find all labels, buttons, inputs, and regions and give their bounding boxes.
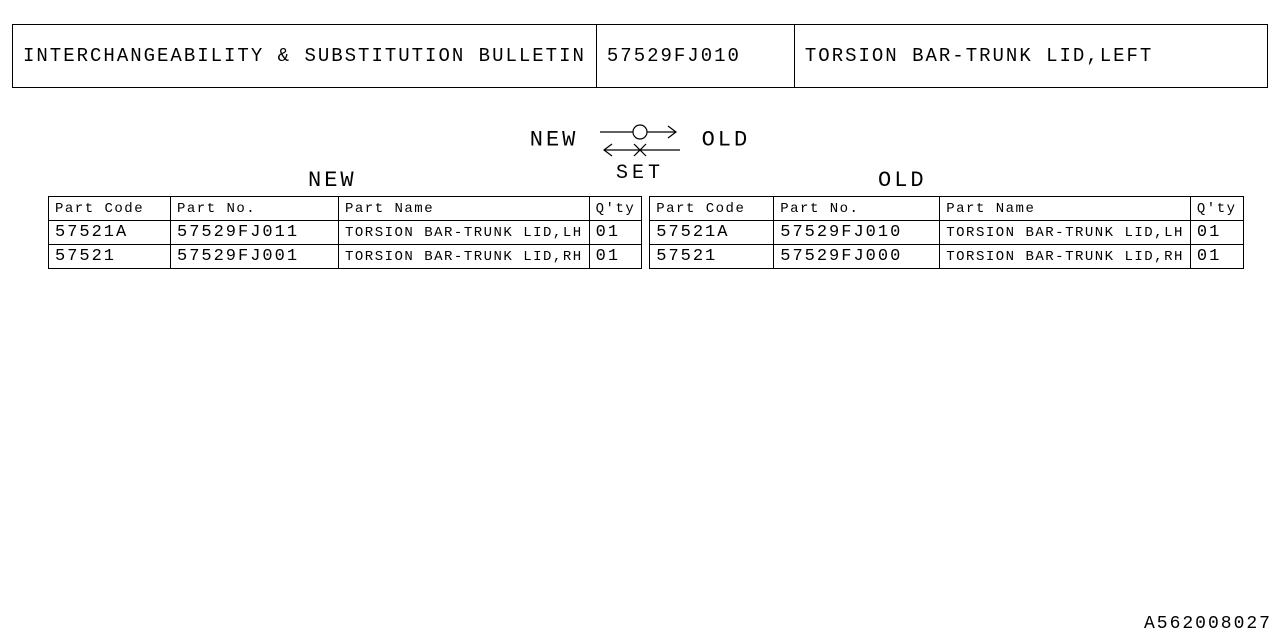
header-table: INTERCHANGEABILITY & SUBSTITUTION BULLET… [12,24,1268,88]
parts-table: Part Code Part No. Part Name Q'ty Part C… [48,196,1244,269]
footer-code: A562008027 [1144,614,1272,634]
col-part-code-old: Part Code [650,197,774,221]
table-header-row: Part Code Part No. Part Name Q'ty Part C… [49,197,1244,221]
header-part-name: TORSION BAR-TRUNK LID,LEFT [794,25,1267,88]
header-part-no: 57529FJ010 [596,25,794,88]
section-old-label: OLD [878,168,927,193]
col-part-no-new: Part No. [171,197,339,221]
col-part-name-old: Part Name [940,197,1191,221]
cell-code: 57521A [49,221,171,245]
cell-no: 57529FJ011 [171,221,339,245]
cell-name: TORSION BAR-TRUNK LID,RH [940,245,1191,269]
col-part-name-new: Part Name [339,197,590,221]
symbol-old-label: OLD [702,128,751,153]
cell-no: 57529FJ010 [774,221,940,245]
table-gap [642,245,650,269]
col-qty-new: Q'ty [589,197,642,221]
symbol-set-label: SET [0,162,1280,185]
cell-no: 57529FJ000 [774,245,940,269]
cell-code: 57521A [650,221,774,245]
cell-qty: 01 [589,221,642,245]
table-row: 57521 57529FJ001 TORSION BAR-TRUNK LID,R… [49,245,1244,269]
cell-code: 57521 [49,245,171,269]
col-part-no-old: Part No. [774,197,940,221]
col-qty-old: Q'ty [1190,197,1243,221]
cell-no: 57529FJ001 [171,245,339,269]
cell-name: TORSION BAR-TRUNK LID,LH [339,221,590,245]
header-title: INTERCHANGEABILITY & SUBSTITUTION BULLET… [13,25,597,88]
cell-qty: 01 [1190,245,1243,269]
table-gap [642,221,650,245]
cell-code: 57521 [650,245,774,269]
interchange-arrows-icon [596,120,684,160]
cell-qty: 01 [1190,221,1243,245]
symbol-new-label: NEW [530,128,579,153]
cell-name: TORSION BAR-TRUNK LID,RH [339,245,590,269]
section-new-label: NEW [308,168,357,193]
table-gap [642,197,650,221]
col-part-code-new: Part Code [49,197,171,221]
cell-qty: 01 [589,245,642,269]
table-row: 57521A 57529FJ011 TORSION BAR-TRUNK LID,… [49,221,1244,245]
interchange-symbol-row: NEW OLD [0,120,1280,160]
cell-name: TORSION BAR-TRUNK LID,LH [940,221,1191,245]
